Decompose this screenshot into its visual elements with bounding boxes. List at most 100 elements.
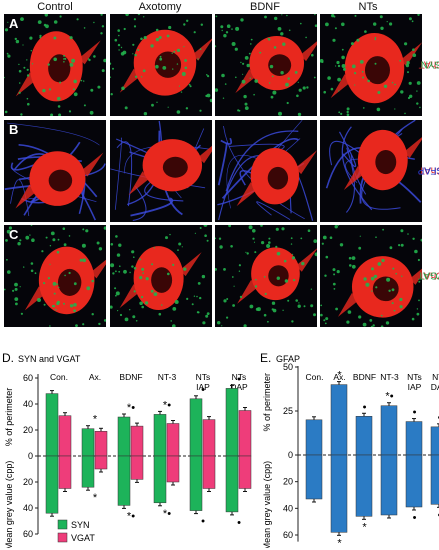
bar-vgat-up [166, 423, 180, 457]
micrograph-b-2 [110, 120, 212, 222]
category-label: Con. [50, 372, 68, 382]
significance-mark: *• [163, 508, 171, 520]
y-tick-label: 20 [23, 425, 33, 435]
marker-syn: SYN [420, 58, 439, 70]
significance-mark: *• [127, 510, 135, 522]
bar-syn-down [117, 455, 131, 506]
bar-gfap-down [330, 454, 348, 533]
y-label-top: % of perimeter [262, 373, 272, 432]
category-label: Ax. [333, 372, 345, 382]
category-label: BDNF [353, 372, 376, 382]
y-tick-label: 20 [23, 477, 33, 487]
bar-syn-up [117, 416, 131, 457]
category-label: NT-3 [380, 372, 399, 382]
marker-gfap: GFAP [417, 164, 439, 176]
chart-title: SYN and VGAT [18, 354, 81, 364]
bar-syn-down [81, 455, 95, 488]
bar-syn-up [45, 393, 59, 457]
micrograph-c-2 [110, 225, 212, 327]
micrograph-c-4 [320, 225, 422, 327]
column-title-nts: NTs [358, 1, 378, 13]
bar-vgat-up [58, 415, 72, 457]
significance-mark: • [413, 407, 417, 419]
micrograph-b-3 [215, 120, 317, 222]
bar-vgat-down [166, 455, 180, 483]
y-tick-label: 40 [23, 503, 33, 513]
column-title-axotomy: Axotomy [138, 1, 182, 13]
significance-mark: • [237, 517, 241, 529]
y-label-top: % of perimeter [4, 388, 14, 447]
row-letter-a: A [9, 16, 19, 31]
y-tick-label: 40 [283, 503, 293, 513]
bar-vgat-up [94, 431, 108, 457]
y-tick-label: 20 [283, 477, 293, 487]
bar-gfap-up [405, 421, 423, 456]
legend-label-syn: SYN [71, 520, 90, 530]
category-label: Ax. [89, 372, 101, 382]
bar-vgat-up [238, 410, 252, 457]
panel-letter: E. [260, 351, 271, 365]
bar-vgat-down [202, 455, 216, 489]
micrograph-b-4 [320, 120, 422, 222]
category-label: Con. [306, 372, 324, 382]
bar-syn-up [81, 428, 95, 457]
significance-mark: * [93, 492, 98, 504]
bar-vgat-down [238, 455, 252, 489]
category-label: DAP [230, 382, 248, 392]
significance-mark: * [337, 370, 342, 382]
y-tick-label: 0 [288, 450, 293, 460]
significance-mark: *• [127, 402, 135, 414]
bar-syn-up [225, 388, 239, 457]
category-label: NT-3 [158, 372, 177, 382]
bar-syn-up [153, 414, 167, 457]
significance-mark: * [93, 414, 98, 426]
y-tick-label: 60 [23, 373, 33, 383]
y-tick-label: 40 [23, 399, 33, 409]
bar-vgat-down [58, 455, 72, 489]
bar-gfap-down [380, 454, 398, 516]
category-label: NTs [196, 372, 211, 382]
micrograph-a-4 [320, 14, 422, 116]
y-tick-label: 50 [283, 362, 293, 372]
significance-mark: *• [163, 399, 171, 411]
bar-syn-down [153, 455, 167, 504]
bar-gfap-down [305, 454, 323, 500]
significance-mark: *• [385, 391, 393, 403]
bar-gfap-down [355, 454, 373, 517]
significance-mark: • [201, 384, 205, 396]
bar-vgat-down [94, 455, 108, 470]
micrograph-c-3 [215, 225, 317, 327]
legend-label-vgat: VGAT [71, 533, 95, 543]
category-label: NTs [432, 372, 439, 382]
y-tick-label: 0 [28, 451, 33, 461]
bar-syn-down [189, 455, 203, 511]
significance-mark: * [337, 537, 342, 548]
column-title-bdnf: BDNF [250, 1, 280, 13]
bar-syn-down [225, 455, 239, 513]
legend-swatch-vgat [57, 532, 68, 543]
bar-syn-down [45, 455, 59, 514]
category-label: NTs [407, 372, 422, 382]
marker-vgat: VGAT [417, 269, 439, 281]
column-title-control: Control [37, 1, 73, 13]
micrograph-c-1 [4, 225, 106, 327]
bar-gfap-up [305, 419, 323, 456]
bar-gfap-up [355, 416, 373, 456]
bar-gfap-up [330, 384, 348, 456]
bar-gfap-up [430, 426, 439, 456]
category-label: IAP [196, 382, 210, 392]
significance-mark: • [438, 412, 439, 424]
chart-title: GFAP [276, 354, 300, 364]
bar-vgat-down [130, 455, 144, 480]
scale-bar [397, 430, 414, 433]
chart-d-syn-vgat: D. SYN and VGAT 60 40 20 0 20 40 60 % of perimete… [2, 351, 252, 548]
y-tick-label: 25 [283, 406, 293, 416]
row-letter-c: C [9, 227, 19, 242]
legend-swatch-syn [57, 519, 68, 530]
micrograph-a-1 [4, 14, 106, 116]
bar-gfap-down [430, 454, 439, 505]
bar-gfap-up [380, 405, 398, 456]
